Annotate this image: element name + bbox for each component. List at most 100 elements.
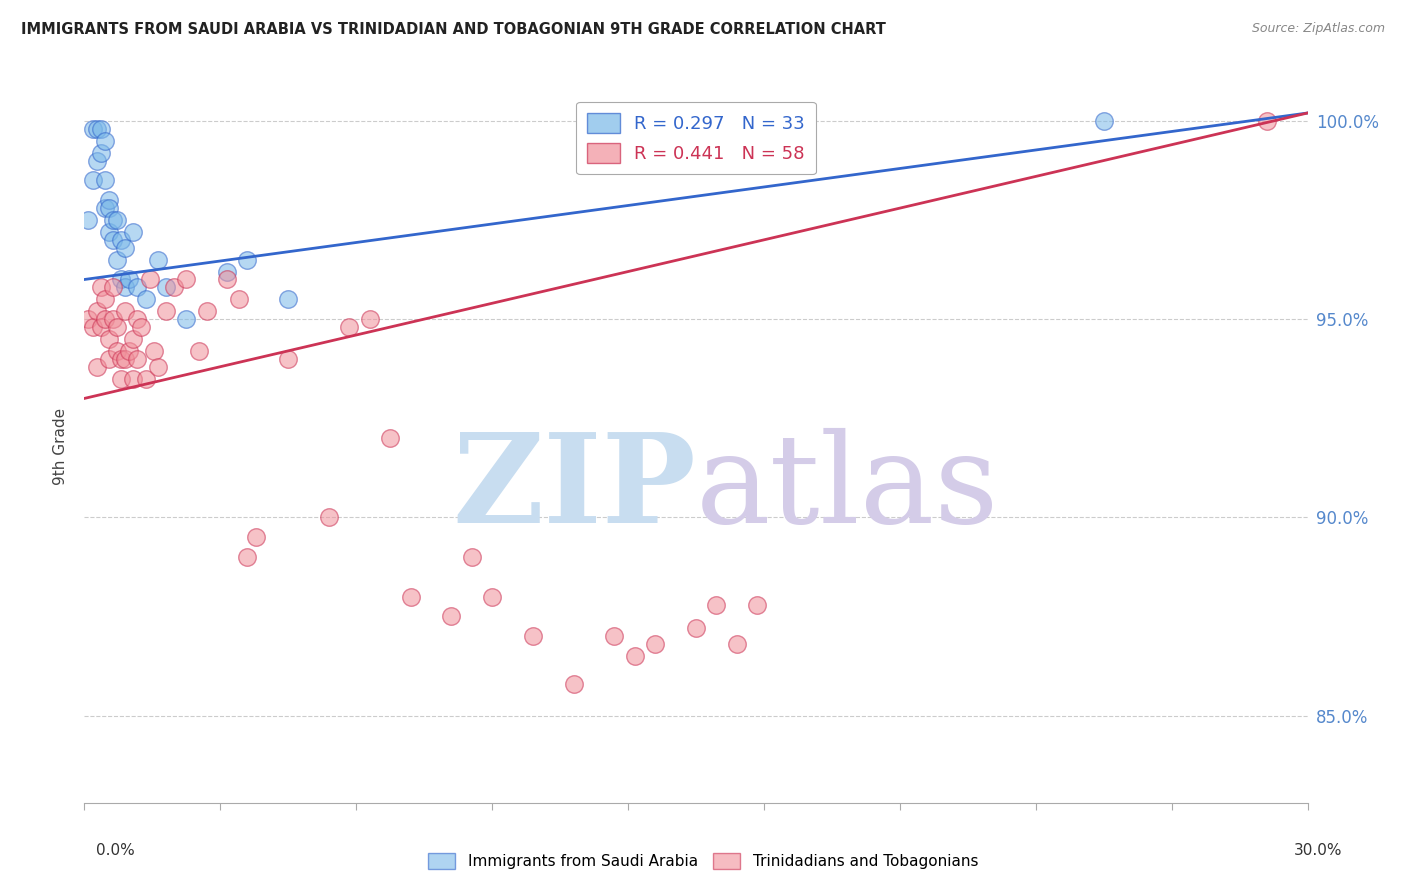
Point — [318, 510, 340, 524]
Point — [105, 343, 128, 358]
Point — [236, 549, 259, 564]
Point — [86, 304, 108, 318]
Point — [339, 320, 361, 334]
Point — [624, 649, 647, 664]
Point — [93, 293, 115, 307]
Point — [97, 351, 120, 366]
Point — [127, 280, 149, 294]
Text: atlas: atlas — [696, 428, 1000, 549]
Legend: Immigrants from Saudi Arabia, Trinidadians and Tobagonians: Immigrants from Saudi Arabia, Trinidadia… — [422, 847, 984, 875]
Point — [766, 153, 789, 168]
Point — [86, 359, 108, 374]
Point — [105, 213, 128, 227]
Point — [97, 201, 120, 215]
Point — [93, 312, 115, 326]
Point — [127, 351, 149, 366]
Point — [90, 320, 112, 334]
Point — [97, 332, 120, 346]
Point — [122, 371, 145, 385]
Point — [440, 609, 463, 624]
Point — [163, 280, 186, 294]
Point — [90, 145, 112, 160]
Point — [146, 359, 169, 374]
Point — [461, 549, 484, 564]
Point — [114, 280, 136, 294]
Point — [399, 590, 422, 604]
Point — [747, 598, 769, 612]
Point — [228, 293, 250, 307]
Point — [644, 637, 666, 651]
Point — [562, 677, 585, 691]
Point — [105, 252, 128, 267]
Point — [90, 121, 112, 136]
Point — [380, 431, 402, 445]
Point — [97, 193, 120, 207]
Point — [101, 280, 124, 294]
Point — [706, 598, 728, 612]
Text: 0.0%: 0.0% — [96, 843, 135, 858]
Point — [195, 304, 218, 318]
Text: IMMIGRANTS FROM SAUDI ARABIA VS TRINIDADIAN AND TOBAGONIAN 9TH GRADE CORRELATION: IMMIGRANTS FROM SAUDI ARABIA VS TRINIDAD… — [21, 22, 886, 37]
Point — [481, 590, 503, 604]
Point — [217, 272, 239, 286]
Point — [82, 173, 104, 187]
Point — [155, 304, 177, 318]
Point — [522, 629, 544, 643]
Point — [138, 272, 160, 286]
Point — [603, 629, 626, 643]
Y-axis label: 9th Grade: 9th Grade — [53, 408, 69, 484]
Point — [93, 201, 115, 215]
Point — [1256, 114, 1278, 128]
Point — [146, 252, 169, 267]
Point — [277, 293, 299, 307]
Point — [122, 332, 145, 346]
Point — [86, 121, 108, 136]
Point — [105, 320, 128, 334]
Point — [135, 293, 157, 307]
Point — [118, 343, 141, 358]
Point — [101, 233, 124, 247]
Point — [187, 343, 209, 358]
Point — [110, 233, 132, 247]
Text: 30.0%: 30.0% — [1295, 843, 1343, 858]
Point — [93, 173, 115, 187]
Legend: R = 0.297   N = 33, R = 0.441   N = 58: R = 0.297 N = 33, R = 0.441 N = 58 — [576, 102, 815, 174]
Point — [685, 621, 707, 635]
Point — [236, 252, 259, 267]
Point — [97, 225, 120, 239]
Text: Source: ZipAtlas.com: Source: ZipAtlas.com — [1251, 22, 1385, 36]
Point — [110, 272, 132, 286]
Point — [1092, 114, 1115, 128]
Point — [93, 134, 115, 148]
Point — [142, 343, 165, 358]
Point — [127, 312, 149, 326]
Point — [77, 213, 100, 227]
Point — [725, 637, 748, 651]
Point — [245, 530, 267, 544]
Point — [86, 153, 108, 168]
Point — [110, 351, 132, 366]
Point — [174, 272, 197, 286]
Point — [82, 121, 104, 136]
Point — [766, 121, 789, 136]
Point — [101, 213, 124, 227]
Point — [787, 134, 810, 148]
Point — [122, 225, 145, 239]
Text: ZIP: ZIP — [453, 428, 696, 549]
Point — [277, 351, 299, 366]
Point — [118, 272, 141, 286]
Point — [217, 264, 239, 278]
Point — [114, 241, 136, 255]
Point — [77, 312, 100, 326]
Point — [359, 312, 381, 326]
Point — [114, 351, 136, 366]
Point — [135, 371, 157, 385]
Point — [131, 320, 153, 334]
Point — [155, 280, 177, 294]
Point — [90, 280, 112, 294]
Point — [101, 312, 124, 326]
Point — [82, 320, 104, 334]
Point — [114, 304, 136, 318]
Point — [110, 371, 132, 385]
Point — [174, 312, 197, 326]
